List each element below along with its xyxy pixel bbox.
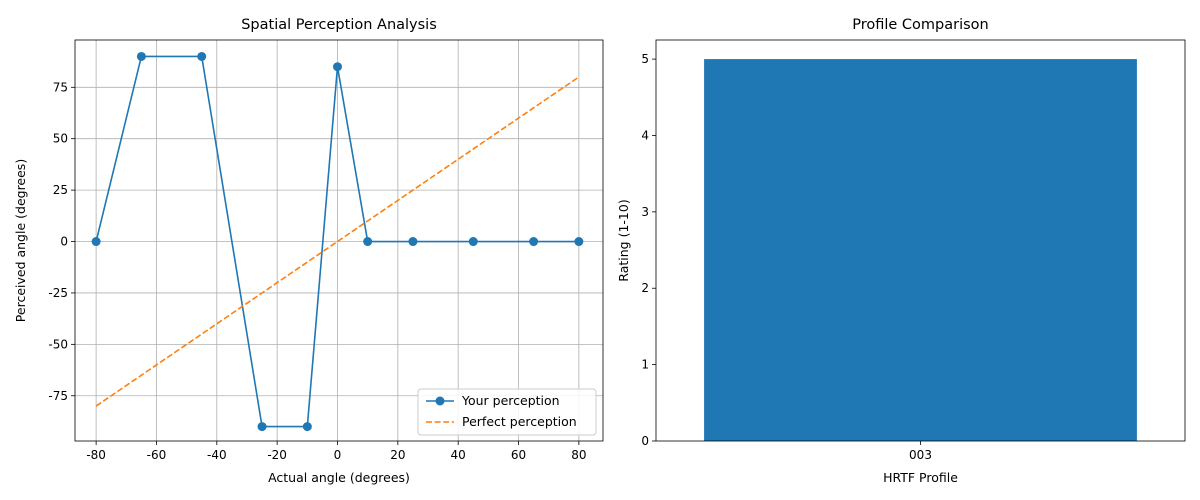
x-tick-label: 40 <box>451 448 466 462</box>
y-tick-label: 1 <box>641 358 649 372</box>
data-point <box>197 51 207 61</box>
plot-frame <box>74 39 604 442</box>
data-point <box>302 422 312 432</box>
legend-box <box>417 388 597 436</box>
y-tick-label: 0 <box>60 235 68 249</box>
x-tick-label: 80 <box>571 448 586 462</box>
y-axis-label: Rating (1-10) <box>616 199 631 281</box>
legend-marker <box>435 396 445 406</box>
data-point <box>91 237 101 247</box>
data-point <box>363 237 373 247</box>
x-axis-label: HRTF Profile <box>883 470 958 485</box>
perception-chart: -80 -60 -40 -20 0 20 40 60 80 -75 -50 -25 0 25 50 75 Spa… <box>13 17 604 485</box>
x-tick-label: 20 <box>390 448 405 462</box>
y-tick-label: 2 <box>641 281 649 295</box>
x-tick-label: 60 <box>511 448 526 462</box>
data-point <box>332 62 342 72</box>
data-point <box>257 422 267 432</box>
plot-frame <box>655 39 1186 442</box>
y-tick-label: -25 <box>48 286 68 300</box>
y-tick-label: 4 <box>641 128 649 142</box>
data-point <box>408 237 418 247</box>
y-tick-label: 3 <box>641 205 649 219</box>
chart-title: Spatial Perception Analysis <box>241 17 437 33</box>
y-tick-label: 25 <box>53 183 68 197</box>
legend-label: Your perception <box>461 393 560 408</box>
legend-label: Perfect perception <box>462 414 577 429</box>
data-point <box>529 237 539 247</box>
x-axis-label: Actual angle (degrees) <box>268 470 410 485</box>
x-tick-label: -60 <box>147 448 167 462</box>
legend: Your perception Perfect perception <box>417 388 597 436</box>
x-tick-label: 0 <box>334 448 342 462</box>
y-tick-label: 5 <box>641 52 649 66</box>
y-tick-label: 75 <box>53 80 68 94</box>
x-tick-label: -40 <box>207 448 227 462</box>
y-tick-label: -50 <box>48 337 68 351</box>
chart-title: Profile Comparison <box>852 17 989 33</box>
data-point <box>468 237 478 247</box>
y-tick-label: 50 <box>53 132 68 146</box>
x-tick-label: -80 <box>86 448 106 462</box>
data-point <box>136 51 146 61</box>
series-line-1 <box>95 76 580 407</box>
x-tick-label: 003 <box>909 448 932 462</box>
y-tick-label: -75 <box>48 389 68 403</box>
profile-chart: 003 0 1 2 3 4 5 Profile Comparison HRTF Profile R… <box>616 17 1186 485</box>
bar-0 <box>704 59 1137 441</box>
y-axis-label: Perceived angle (degrees) <box>13 159 28 322</box>
x-tick-label: -20 <box>267 448 287 462</box>
data-point <box>574 237 584 247</box>
y-tick-label: 0 <box>641 434 649 448</box>
